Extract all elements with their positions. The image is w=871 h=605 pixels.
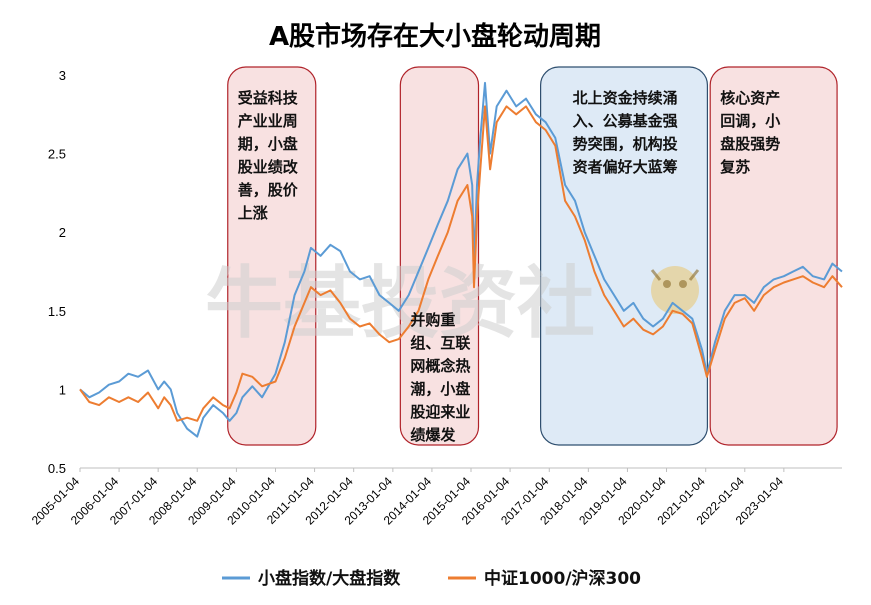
bull-mascot-icon <box>650 266 700 314</box>
annotation-2-line-2: 势突围，机构投 <box>573 135 678 153</box>
annotation-0-line-3: 股业绩改 <box>238 158 299 176</box>
annotation-1-line-1: 组、互联 <box>410 334 471 352</box>
x-axis-ticks: 2005-01-042006-01-042007-01-042008-01-04… <box>29 468 786 528</box>
annotation-1-line-4: 股迎来业 <box>410 403 470 421</box>
annotation-3-line-3: 复苏 <box>719 158 750 176</box>
annotation-0-line-4: 善，股价 <box>238 181 299 199</box>
chart-title: A股市场存在大小盘轮动周期 <box>269 21 601 52</box>
annotation-3-line-2: 盘股强势 <box>720 135 780 153</box>
legend: 小盘指数/大盘指数 中证1000/沪深300 <box>222 568 641 589</box>
annotation-2-line-0: 北上资金持续涌 <box>573 89 678 107</box>
annotation-0-line-2: 期，小盘 <box>238 135 298 153</box>
y-tick-label-2: 1.5 <box>48 304 66 319</box>
series-line-1 <box>79 105 843 422</box>
annotation-layer <box>227 66 838 446</box>
annotation-0-line-0: 受益科技 <box>238 89 299 107</box>
annotation-box-2 <box>540 66 709 446</box>
legend-label-small-large: 小盘指数/大盘指数 <box>258 568 401 589</box>
y-axis-ticks: 0.5 1 1.5 2 2.5 3 <box>48 68 66 476</box>
annotation-0-line-1: 产业业周 <box>238 112 298 130</box>
y-tick-label-1: 1 <box>59 382 66 397</box>
annotation-3-line-0: 核心资产 <box>720 89 780 107</box>
annotation-2-line-3: 资者偏好大蓝筹 <box>573 158 678 176</box>
annotation-box-3 <box>709 66 838 446</box>
annotation-1-line-0: 并购重 <box>410 311 455 329</box>
watermark-text: 牛基投资社 <box>205 259 595 349</box>
y-tick-label-0: 0.5 <box>48 461 66 476</box>
annotation-box-0 <box>227 66 317 446</box>
annotation-text-layer: 受益科技产业业周期，小盘股业绩改善，股价上涨并购重组、互联网概念热潮，小盘股迎来… <box>238 89 780 444</box>
series-layer <box>79 81 843 438</box>
annotation-box-1 <box>399 66 480 446</box>
legend-label-csi1000-hs300: 中证1000/沪深300 <box>484 568 641 589</box>
annotation-0-line-5: 上涨 <box>238 204 268 222</box>
annotation-3-line-1: 回调，小 <box>720 112 780 130</box>
annotation-1-line-5: 绩爆发 <box>410 426 456 444</box>
y-tick-label-4: 2.5 <box>48 147 66 162</box>
annotation-2-line-1: 入、公募基金强 <box>573 112 678 130</box>
annotation-1-line-3: 潮，小盘 <box>410 380 470 398</box>
y-tick-label-3: 2 <box>59 225 66 240</box>
y-tick-label-5: 3 <box>59 68 66 83</box>
annotation-1-line-2: 网概念热 <box>410 357 470 375</box>
